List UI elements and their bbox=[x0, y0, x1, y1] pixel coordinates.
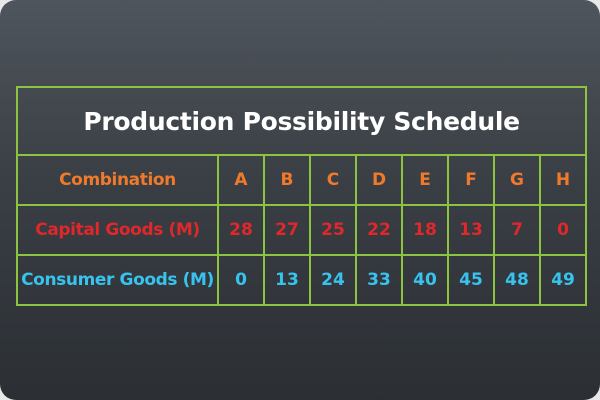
table-title: Production Possibility Schedule bbox=[15, 86, 588, 156]
consumer-goods-value-a: 0 bbox=[217, 254, 265, 306]
capital-goods-value-e: 18 bbox=[401, 204, 449, 256]
capital-goods-value-c: 25 bbox=[309, 204, 357, 256]
consumer-goods-value-d: 33 bbox=[355, 254, 403, 306]
production-possibility-table: Production Possibility Schedule Combinat… bbox=[15, 86, 588, 306]
capital-goods-value-f: 13 bbox=[447, 204, 495, 256]
capital-goods-value-a: 28 bbox=[217, 204, 265, 256]
consumer-goods-value-b: 13 bbox=[263, 254, 311, 306]
consumer-goods-value-c: 24 bbox=[309, 254, 357, 306]
consumer-goods-value-e: 40 bbox=[401, 254, 449, 306]
combination-h: H bbox=[538, 154, 588, 206]
capital-goods-value-g: 7 bbox=[493, 204, 541, 256]
series-label-capital-goods: Capital Goods (M) bbox=[16, 204, 219, 256]
combination-b: B bbox=[263, 154, 311, 206]
capital-goods-value-h: 0 bbox=[538, 204, 588, 256]
series-label-consumer-goods: Consumer Goods (M) bbox=[16, 254, 219, 306]
consumer-goods-value-f: 45 bbox=[447, 254, 495, 306]
capital-goods-value-b: 27 bbox=[263, 204, 311, 256]
combination-g: G bbox=[493, 154, 541, 206]
combination-c: C bbox=[309, 154, 357, 206]
combination-d: D bbox=[355, 154, 403, 206]
combination-e: E bbox=[401, 154, 449, 206]
consumer-goods-value-g: 48 bbox=[493, 254, 541, 306]
consumer-goods-value-h: 49 bbox=[538, 254, 588, 306]
combination-a: A bbox=[217, 154, 265, 206]
header-label: Combination bbox=[16, 154, 219, 206]
capital-goods-value-d: 22 bbox=[355, 204, 403, 256]
combination-f: F bbox=[447, 154, 495, 206]
